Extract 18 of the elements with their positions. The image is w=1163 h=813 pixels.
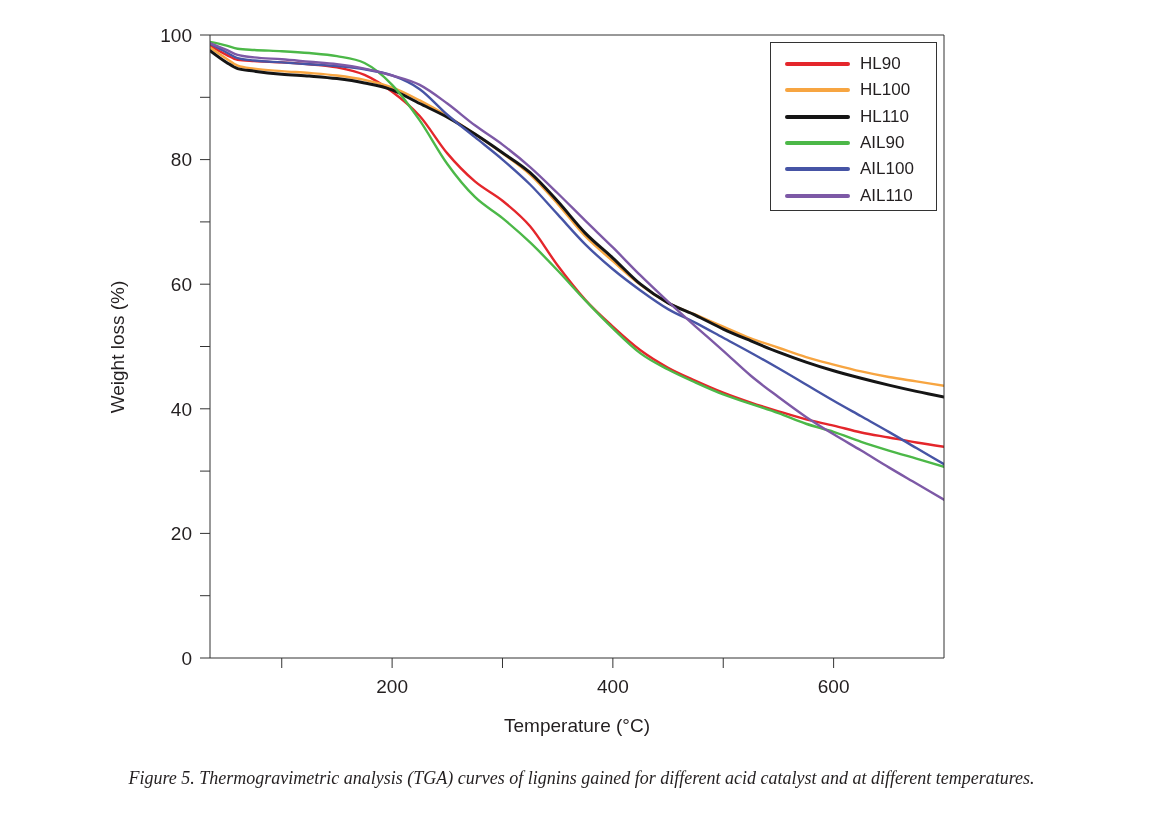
legend-label: AIL100	[860, 159, 914, 180]
caption: Figure 5. Thermogravimetric analysis (TGA) curves of lignins gained for different acid catalyst and at different temperatures.	[128, 768, 1035, 788]
legend-label: AIL110	[860, 185, 913, 206]
y-axis-title: Weight loss (%)	[107, 280, 128, 413]
y-tick-label: 0	[181, 647, 192, 669]
x-tick-label: 600	[817, 676, 850, 698]
y-tick-label: 20	[170, 523, 192, 545]
x-axis-title: Temperature (°C)	[504, 715, 650, 736]
y-tick-label: 80	[170, 149, 192, 171]
x-tick-label: 200	[376, 676, 408, 698]
x-tick-label: 400	[597, 676, 629, 698]
y-tick-label: 40	[170, 398, 192, 420]
legend-label: AIL90	[860, 133, 905, 154]
y-tick-label: 60	[170, 273, 192, 295]
legend-label: HL90	[860, 54, 901, 75]
legend-label: HL110	[860, 106, 909, 127]
legend-label: HL100	[860, 80, 911, 101]
y-tick-label: 100	[160, 24, 192, 46]
